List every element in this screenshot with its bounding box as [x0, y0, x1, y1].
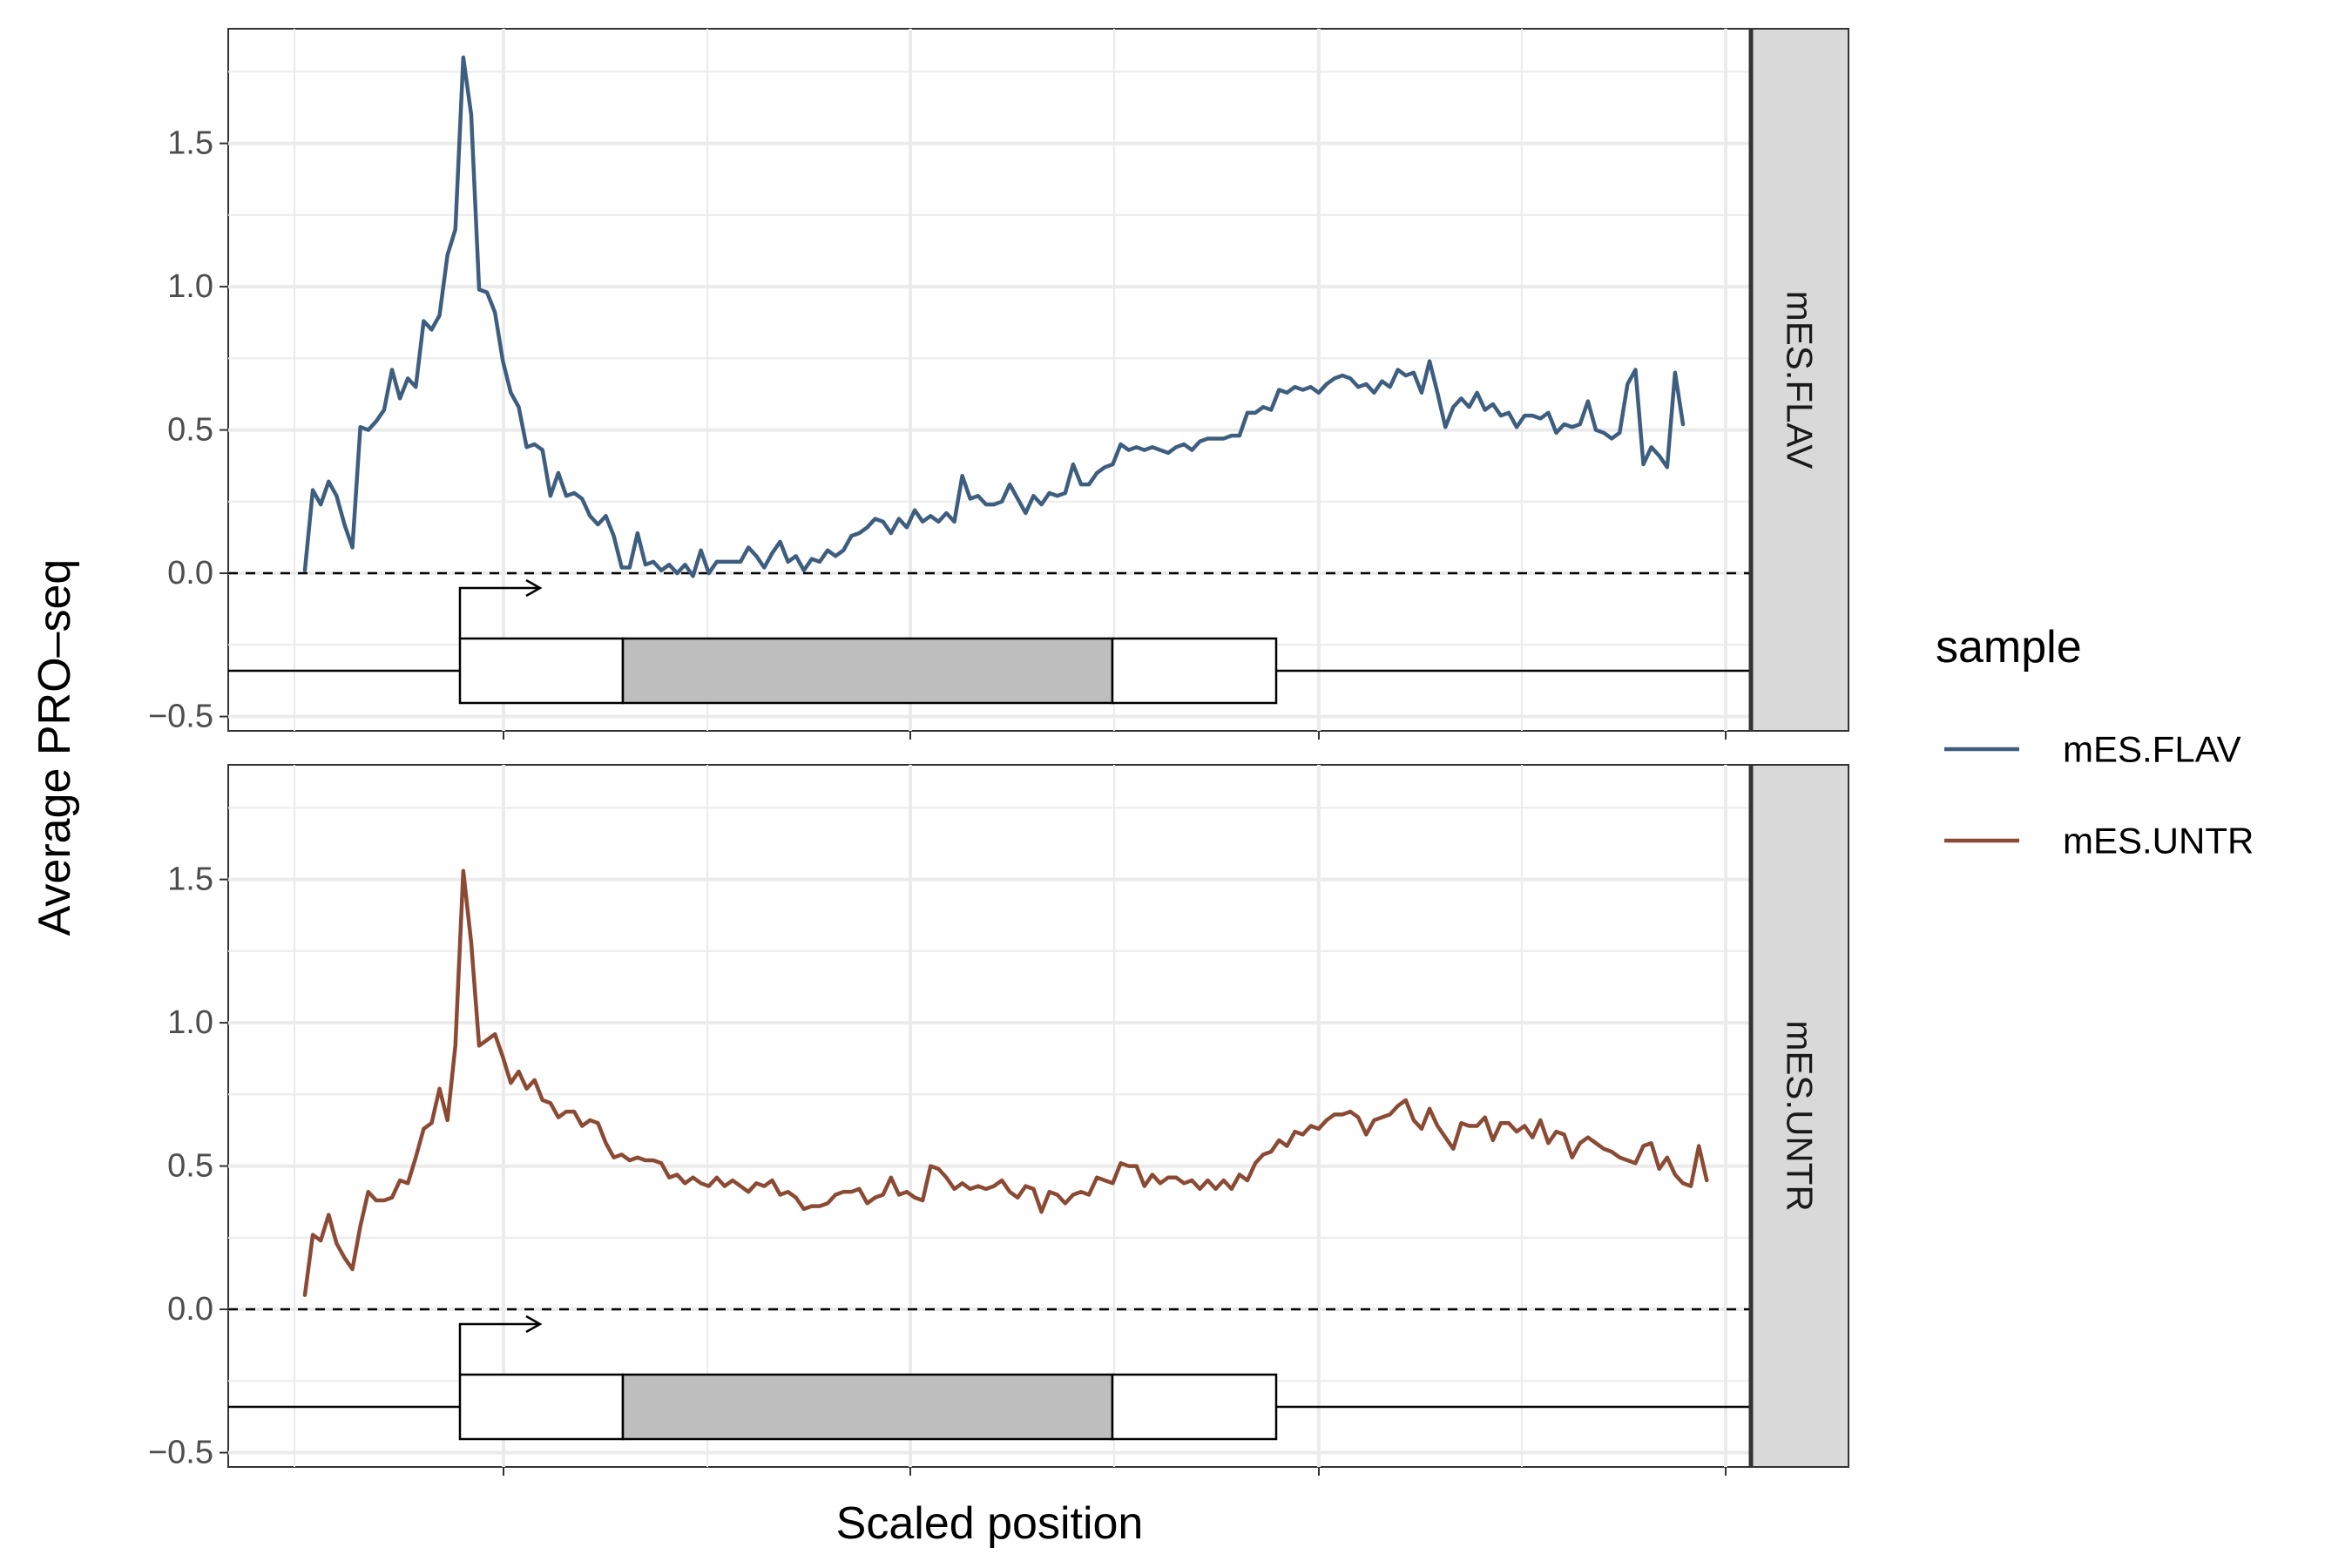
series-line-mes-untr [302, 868, 1709, 1297]
y-tick-label: 1.0 [167, 1004, 213, 1041]
gridlines [228, 29, 1751, 731]
facet-panel-mes-flav: 1.5 1.0 0.5 0.0 −0.5 mES.FLAV [148, 28, 1849, 740]
y-tick-label: 0.0 [167, 1291, 213, 1328]
y-tick-label: 0.0 [167, 555, 213, 591]
y-tick-label: 0.5 [167, 412, 213, 449]
facet-panel-mes-untr: 1.5 1.0 0.5 0.0 −0.5 mES.UNTR [148, 764, 1849, 1476]
utr-3-box [1111, 1373, 1278, 1441]
panel-background [227, 764, 1752, 1468]
utr-5-box [458, 637, 625, 705]
y-tick-label: 0.5 [167, 1148, 213, 1185]
y-axis-ticks: 1.5 1.0 0.5 0.0 −0.5 [148, 862, 1727, 1476]
gene-body-box [621, 1373, 1114, 1441]
utr-5-box [458, 1373, 625, 1441]
gridlines [228, 765, 1751, 1467]
y-tick-label: 1.5 [167, 125, 213, 162]
y-axis-ticks: 1.5 1.0 0.5 0.0 −0.5 [148, 125, 1727, 740]
legend-title: sample [1936, 622, 2082, 672]
legend-entries: mES.FLAV mES.UNTR [1944, 729, 2254, 862]
gene-model-annotation [228, 1315, 1751, 1441]
y-tick-label: 1.0 [167, 268, 213, 305]
tss-arrow [458, 1315, 543, 1375]
legend: sample mES.FLAV mES.UNTR [1936, 622, 2254, 862]
tss-arrow [458, 578, 543, 639]
facet-strip [1750, 28, 1849, 732]
y-axis-title: Average PRO–seq [30, 559, 80, 936]
gene-body-box [621, 637, 1114, 705]
facet-strip [1750, 764, 1849, 1468]
legend-label: mES.UNTR [2063, 821, 2254, 862]
utr-3-box [1111, 637, 1278, 705]
gene-model-annotation [228, 578, 1751, 705]
y-tick-label: −0.5 [148, 1435, 213, 1471]
y-tick-label: −0.5 [148, 699, 213, 735]
series-line-mes-flav [302, 55, 1686, 578]
legend-label: mES.FLAV [2063, 729, 2241, 770]
facet-strip-label: mES.FLAV [1780, 291, 1821, 470]
x-axis-title: Scaled position [836, 1498, 1144, 1549]
panel-background [227, 28, 1752, 732]
facet-strip-label: mES.UNTR [1780, 1020, 1821, 1211]
y-tick-label: 1.5 [167, 862, 213, 898]
